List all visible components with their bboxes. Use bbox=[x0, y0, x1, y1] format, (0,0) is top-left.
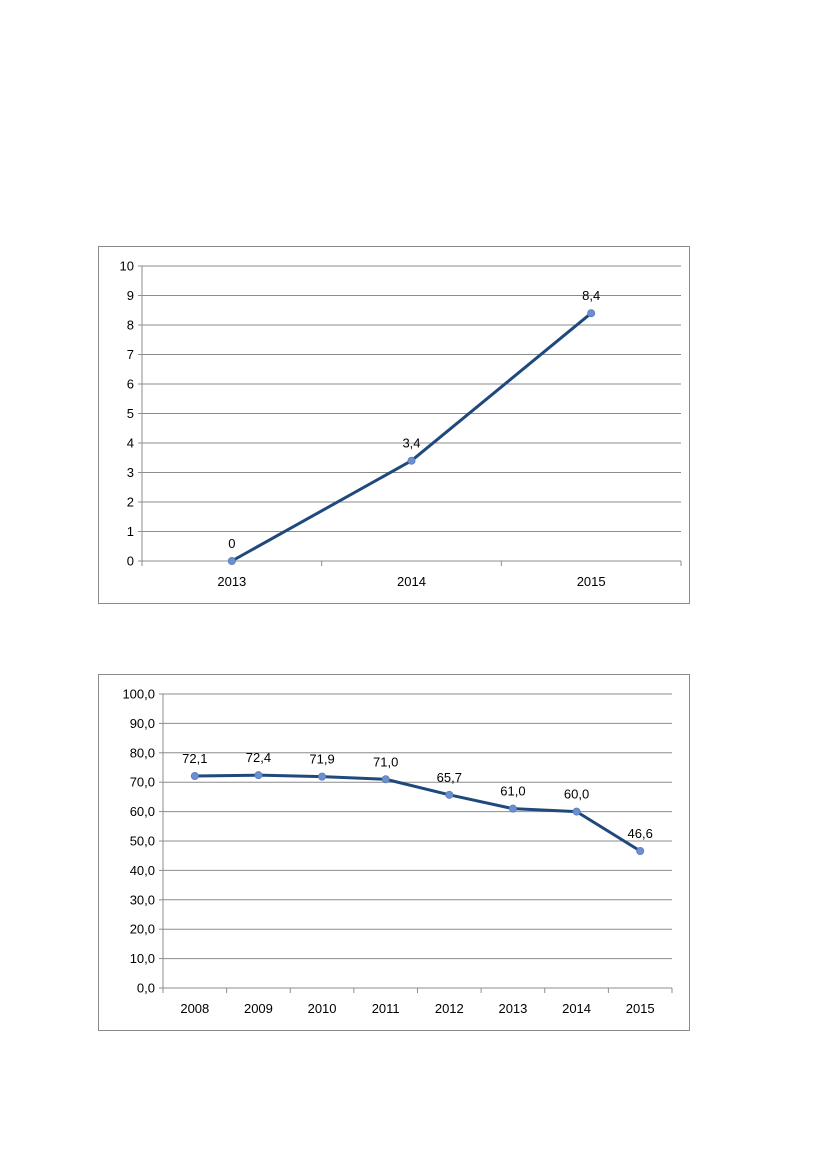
data-label: 3,4 bbox=[402, 436, 420, 451]
x-tick-label: 2010 bbox=[308, 1001, 337, 1016]
data-point bbox=[381, 775, 390, 784]
data-label: 0 bbox=[228, 536, 235, 551]
y-tick-label: 3 bbox=[127, 465, 134, 480]
x-tick-label: 2015 bbox=[626, 1001, 655, 1016]
data-label: 72,4 bbox=[246, 750, 271, 765]
y-tick-label: 0 bbox=[127, 554, 134, 569]
x-tick-label: 2008 bbox=[180, 1001, 209, 1016]
x-tick-label: 2013 bbox=[217, 574, 246, 589]
x-tick-label: 2011 bbox=[372, 1001, 400, 1016]
y-tick-label: 20,0 bbox=[130, 922, 155, 937]
chart-1-svg: 0 1 2 3 4 5 6 7 8 9 10 2013 2014 2015 0 3,4 8,4 bbox=[120, 259, 682, 589]
data-point bbox=[508, 804, 517, 813]
x-tick-label: 2012 bbox=[435, 1001, 464, 1016]
data-label: 71,0 bbox=[373, 754, 398, 769]
y-tick-label: 10 bbox=[120, 259, 134, 274]
data-label: 65,7 bbox=[437, 770, 462, 785]
data-point bbox=[572, 807, 581, 816]
y-tick-label: 9 bbox=[127, 288, 134, 303]
x-tick-label: 2013 bbox=[498, 1001, 527, 1016]
y-tick-label: 1 bbox=[127, 524, 134, 539]
y-tick-label: 2 bbox=[127, 495, 134, 510]
y-tick-label: 6 bbox=[127, 377, 134, 392]
x-tick-label: 2014 bbox=[562, 1001, 591, 1016]
y-tick-label: 10,0 bbox=[130, 951, 155, 966]
data-label: 60,0 bbox=[564, 787, 589, 802]
y-tick-label: 40,0 bbox=[130, 863, 155, 878]
y-tick-label: 100,0 bbox=[122, 687, 155, 702]
y-tick-label: 7 bbox=[127, 347, 134, 362]
chart-2: 0,0 10,0 20,0 30,0 40,0 50,0 60,0 70,0 80,0 90,0 1… bbox=[98, 674, 690, 1031]
y-tick-label: 5 bbox=[127, 406, 134, 421]
y-tick-label: 80,0 bbox=[130, 745, 155, 760]
y-tick-label: 8 bbox=[127, 318, 134, 333]
x-tick-label: 2015 bbox=[577, 574, 606, 589]
y-tick-label: 60,0 bbox=[130, 804, 155, 819]
series-line bbox=[193, 773, 642, 853]
data-point bbox=[254, 771, 263, 780]
data-label: 46,6 bbox=[628, 826, 653, 841]
y-tick-label: 30,0 bbox=[130, 892, 155, 907]
data-point bbox=[318, 772, 327, 781]
chart-1: 0 1 2 3 4 5 6 7 8 9 10 2013 2014 2015 0 3,4 8,4 bbox=[98, 246, 690, 604]
data-point bbox=[227, 556, 236, 565]
data-point bbox=[636, 846, 645, 855]
x-tick-label: 2014 bbox=[397, 574, 426, 589]
data-label: 61,0 bbox=[500, 784, 525, 799]
data-point bbox=[190, 772, 199, 781]
x-tick-label: 2009 bbox=[244, 1001, 273, 1016]
chart-2-svg: 0,0 10,0 20,0 30,0 40,0 50,0 60,0 70,0 80,0 90,0 1… bbox=[122, 687, 673, 1016]
data-point bbox=[587, 309, 596, 318]
y-tick-label: 4 bbox=[127, 436, 134, 451]
y-tick-label: 70,0 bbox=[130, 775, 155, 790]
data-label: 72,1 bbox=[182, 751, 207, 766]
y-tick-label: 50,0 bbox=[130, 834, 155, 849]
data-label: 71,9 bbox=[309, 752, 334, 767]
y-tick-label: 0,0 bbox=[137, 981, 155, 996]
data-label: 8,4 bbox=[582, 288, 600, 303]
data-point bbox=[445, 790, 454, 799]
data-point bbox=[407, 456, 416, 465]
y-tick-label: 90,0 bbox=[130, 716, 155, 731]
